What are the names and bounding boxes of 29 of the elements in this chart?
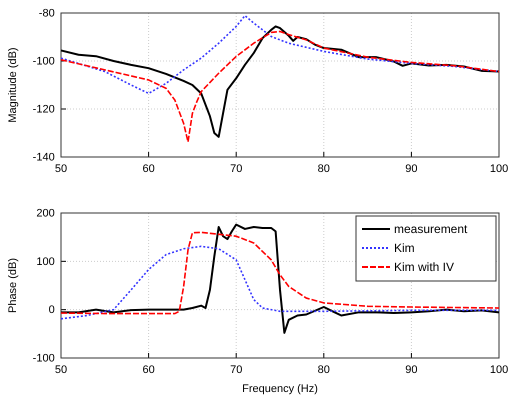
- y-tick-label: 100: [36, 256, 55, 268]
- y-tick-label: 200: [36, 208, 55, 220]
- line-series: [60, 14, 500, 94]
- x-tick-label: 50: [54, 364, 68, 376]
- line-series: [60, 232, 500, 314]
- x-tick-label: 60: [142, 163, 155, 176]
- x-tick-label: 100: [490, 364, 508, 376]
- y-tick-label: -140: [32, 152, 55, 164]
- x-tick-label: 80: [318, 364, 330, 376]
- x-tick-label: 80: [318, 163, 330, 176]
- legend-label: Kim with IV: [394, 260, 454, 274]
- line-series: [60, 224, 500, 334]
- y-tick-label: -100: [32, 352, 55, 365]
- legend-label: Kim: [394, 241, 415, 255]
- x-tick-label: 70: [230, 364, 242, 376]
- y-tick-label: 0: [48, 304, 55, 316]
- x-tick-label: 60: [142, 364, 155, 376]
- x-tick-label: 50: [54, 163, 68, 176]
- x-tick-label: 100: [490, 163, 508, 176]
- y-axis-title: Phase (dB): [7, 258, 19, 314]
- x-tick-label: 90: [405, 364, 418, 376]
- x-tick-label: 90: [405, 163, 418, 176]
- y-axis-title: Magnitude (dB): [7, 47, 19, 123]
- y-tick-label: -80: [38, 8, 55, 20]
- x-axis-title: Frequency (Hz): [242, 383, 318, 395]
- y-tick-label: -120: [32, 104, 55, 116]
- y-tick-label: -100: [32, 56, 55, 68]
- x-tick-label: 70: [230, 163, 242, 176]
- legend-label: measurement: [394, 222, 468, 236]
